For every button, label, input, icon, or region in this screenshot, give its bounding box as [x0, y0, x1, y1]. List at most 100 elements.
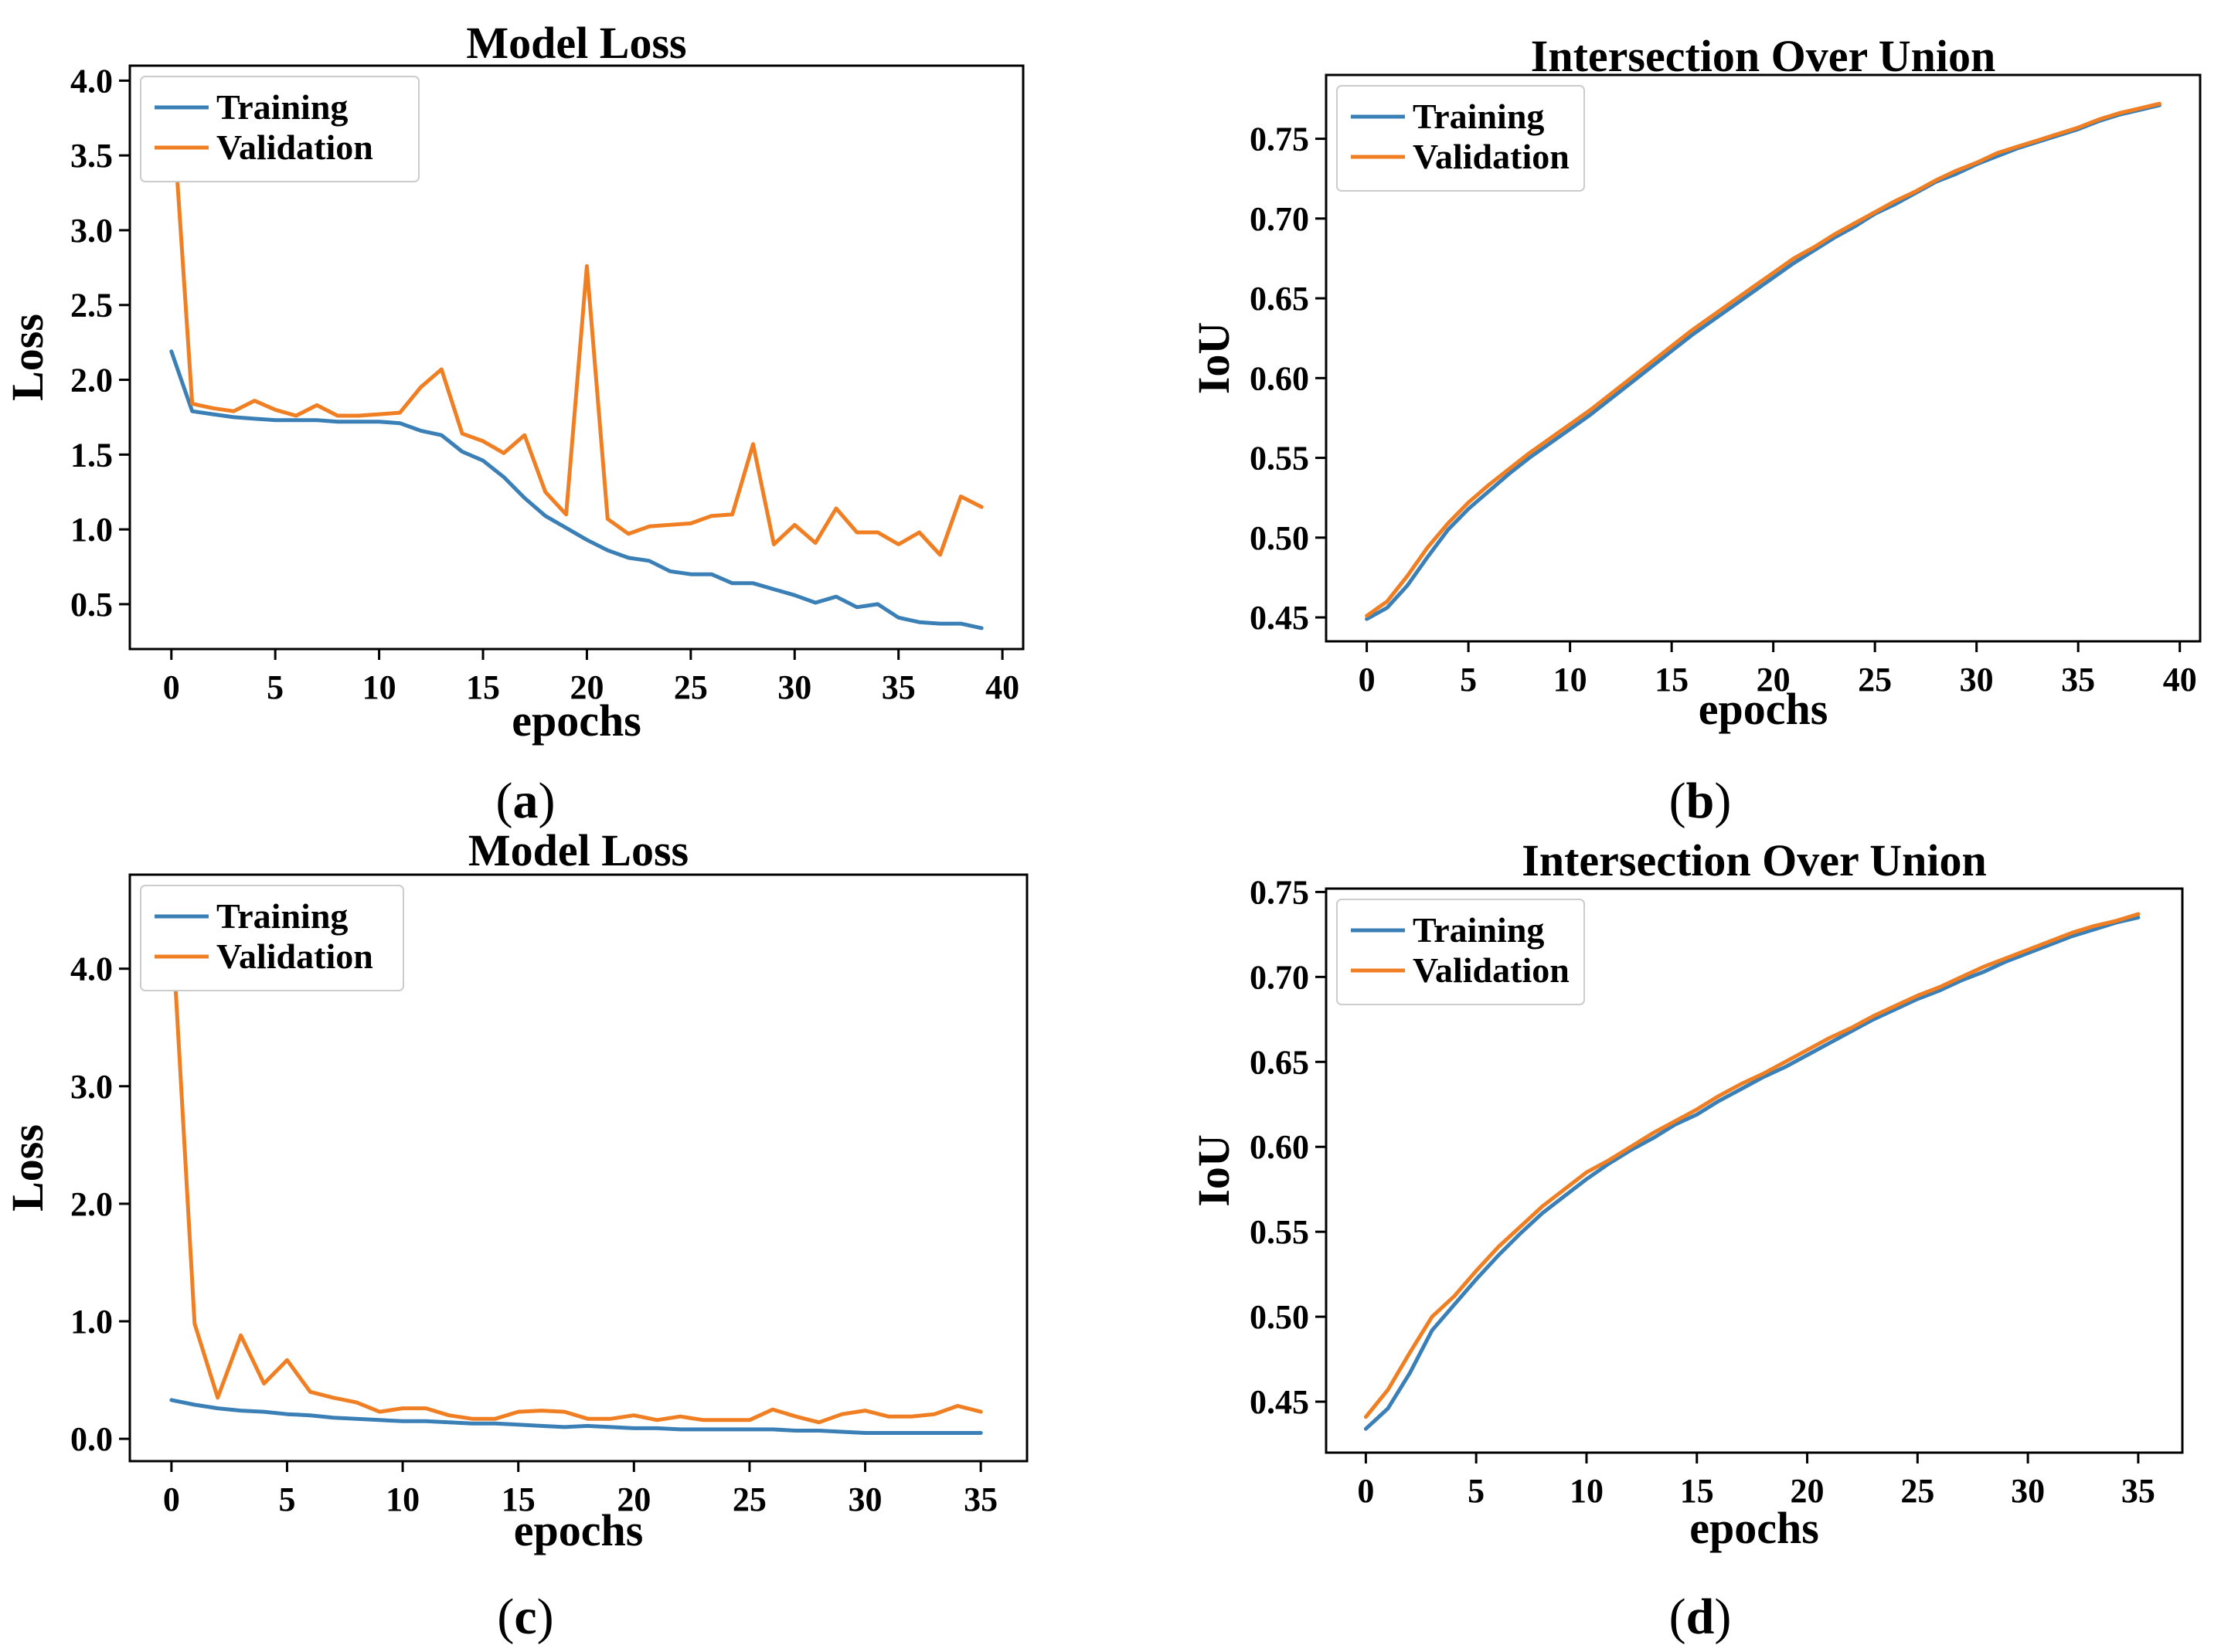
- panel-caption-d: (d): [1669, 1589, 1732, 1645]
- plot-frame-b: [1325, 73, 2202, 643]
- x-tick-label-c: 30: [849, 1480, 883, 1518]
- series-line-validation-d: [1363, 912, 2141, 1419]
- y-axis-label-c: Loss: [2, 1124, 53, 1212]
- series-line-training-c: [169, 1398, 983, 1435]
- y-tick-label-a: 4.0: [70, 62, 113, 100]
- chart-title-a: Model Loss: [466, 18, 686, 68]
- y-tick-label-b: 0.60: [1250, 359, 1309, 397]
- x-tick-label-b: 10: [1553, 661, 1587, 699]
- series-group-a: [169, 89, 984, 631]
- y-tick-label-d: 0.55: [1250, 1213, 1309, 1251]
- y-tick-label-a: 2.0: [70, 362, 113, 399]
- x-tick-label-c: 0: [163, 1480, 180, 1518]
- x-tick-label-d: 5: [1468, 1472, 1485, 1510]
- plot-frame-c: [128, 873, 1029, 1463]
- y-tick-label-a: 3.0: [70, 212, 113, 250]
- plot-frame-a: [128, 64, 1025, 651]
- y-tick-label-c: 0.0: [70, 1420, 113, 1458]
- x-tick-label-b: 25: [1858, 661, 1892, 699]
- x-tick-label-d: 25: [1900, 1472, 1934, 1510]
- y-tick-label-d: 0.60: [1250, 1128, 1309, 1166]
- x-axis-label-b: epochs: [1699, 684, 1828, 734]
- x-tick-label-b: 15: [1655, 661, 1689, 699]
- legend-label-training-c: Training: [216, 896, 348, 936]
- x-tick-label-c: 10: [386, 1480, 420, 1518]
- x-tick-label-a: 5: [267, 668, 284, 706]
- legend-box-c: [140, 885, 404, 991]
- y-tick-label-d: 0.50: [1250, 1298, 1309, 1336]
- legend-label-training-a: Training: [216, 87, 348, 127]
- legend-label-training-d: Training: [1413, 910, 1544, 950]
- legend-box-d: [1336, 899, 1585, 1005]
- series-line-validation-a: [169, 89, 984, 557]
- x-tick-label-a: 25: [674, 668, 708, 706]
- x-tick-label-a: 40: [985, 668, 1019, 706]
- x-tick-label-d: 30: [2011, 1472, 2045, 1510]
- y-tick-label-b: 0.70: [1250, 200, 1309, 238]
- y-tick-label-d: 0.75: [1250, 873, 1309, 911]
- legend-label-validation-a: Validation: [216, 127, 373, 167]
- series-line-training-a: [169, 349, 984, 631]
- x-tick-label-b: 30: [1960, 661, 1994, 699]
- legend-label-validation-c: Validation: [216, 936, 373, 976]
- y-axis-label-a: Loss: [2, 314, 53, 401]
- x-tick-label-a: 10: [362, 668, 396, 706]
- y-tick-label-b: 0.50: [1250, 519, 1309, 557]
- y-tick-label-a: 2.5: [70, 287, 113, 325]
- x-tick-label-c: 20: [617, 1480, 651, 1518]
- y-tick-label-b: 0.45: [1250, 599, 1309, 637]
- series-line-training-d: [1363, 915, 2141, 1431]
- series-group-d: [1363, 912, 2141, 1431]
- series-line-validation-c: [169, 913, 983, 1425]
- x-tick-label-d: 20: [1791, 1472, 1825, 1510]
- x-tick-label-b: 0: [1359, 661, 1376, 699]
- x-tick-label-c: 35: [964, 1480, 998, 1518]
- plot-frame-d: [1325, 887, 2184, 1454]
- y-tick-label-a: 0.5: [70, 586, 113, 624]
- x-tick-label-b: 20: [1757, 661, 1791, 699]
- x-axis-label-d: epochs: [1689, 1503, 1819, 1553]
- x-tick-label-d: 35: [2121, 1472, 2155, 1510]
- x-tick-label-d: 0: [1357, 1472, 1374, 1510]
- series-group-b: [1365, 101, 2161, 621]
- legend-label-validation-b: Validation: [1413, 137, 1570, 176]
- y-tick-label-a: 3.5: [70, 137, 113, 175]
- y-tick-label-d: 0.65: [1250, 1043, 1309, 1081]
- x-tick-label-d: 10: [1570, 1472, 1604, 1510]
- y-tick-label-c: 1.0: [70, 1303, 113, 1341]
- chart-iou-b: Intersection Over Union 0 5 10 15 20 25 30 35 40 0…: [1189, 31, 2202, 829]
- panel-caption-b: (b): [1669, 773, 1732, 829]
- panel-caption-a: (a): [496, 773, 556, 829]
- y-tick-label-d: 0.45: [1250, 1383, 1309, 1421]
- panel-caption-c: (c): [497, 1589, 553, 1645]
- series-group-c: [169, 913, 983, 1435]
- x-tick-label-a: 30: [777, 668, 811, 706]
- y-tick-label-a: 1.0: [70, 511, 113, 549]
- series-line-validation-b: [1365, 101, 2161, 618]
- legend-box-b: [1336, 85, 1585, 192]
- y-axis-label-b: IoU: [1189, 322, 1239, 394]
- x-tick-label-a: 15: [466, 668, 500, 706]
- y-axis-label-d: IoU: [1189, 1134, 1239, 1206]
- chart-title-d: Intersection Over Union: [1522, 835, 1986, 885]
- x-tick-label-c: 25: [733, 1480, 767, 1518]
- legend-label-training-b: Training: [1413, 97, 1544, 136]
- y-tick-label-c: 3.0: [70, 1068, 113, 1106]
- chart-iou-d: Intersection Over Union 0 5 10 15 20 25 30 35 0.4…: [1189, 835, 2184, 1645]
- legend-box-a: [140, 76, 420, 182]
- x-tick-label-b: 35: [2061, 661, 2095, 699]
- x-tick-label-c: 15: [502, 1480, 536, 1518]
- x-axis-label-a: epochs: [512, 695, 641, 746]
- x-tick-label-b: 5: [1460, 661, 1477, 699]
- x-tick-label-d: 15: [1680, 1472, 1714, 1510]
- x-axis-label-c: epochs: [514, 1505, 644, 1555]
- chart-title-b: Intersection Over Union: [1531, 31, 1995, 81]
- chart-title-c: Model Loss: [468, 825, 689, 875]
- y-tick-label-c: 2.0: [70, 1185, 113, 1223]
- x-tick-label-c: 5: [278, 1480, 295, 1518]
- chart-model-loss-c: Model Loss 0 5 10 15 20 25 30 35 0.0 1.0 2.0 3.0 4.0 e…: [2, 825, 1029, 1645]
